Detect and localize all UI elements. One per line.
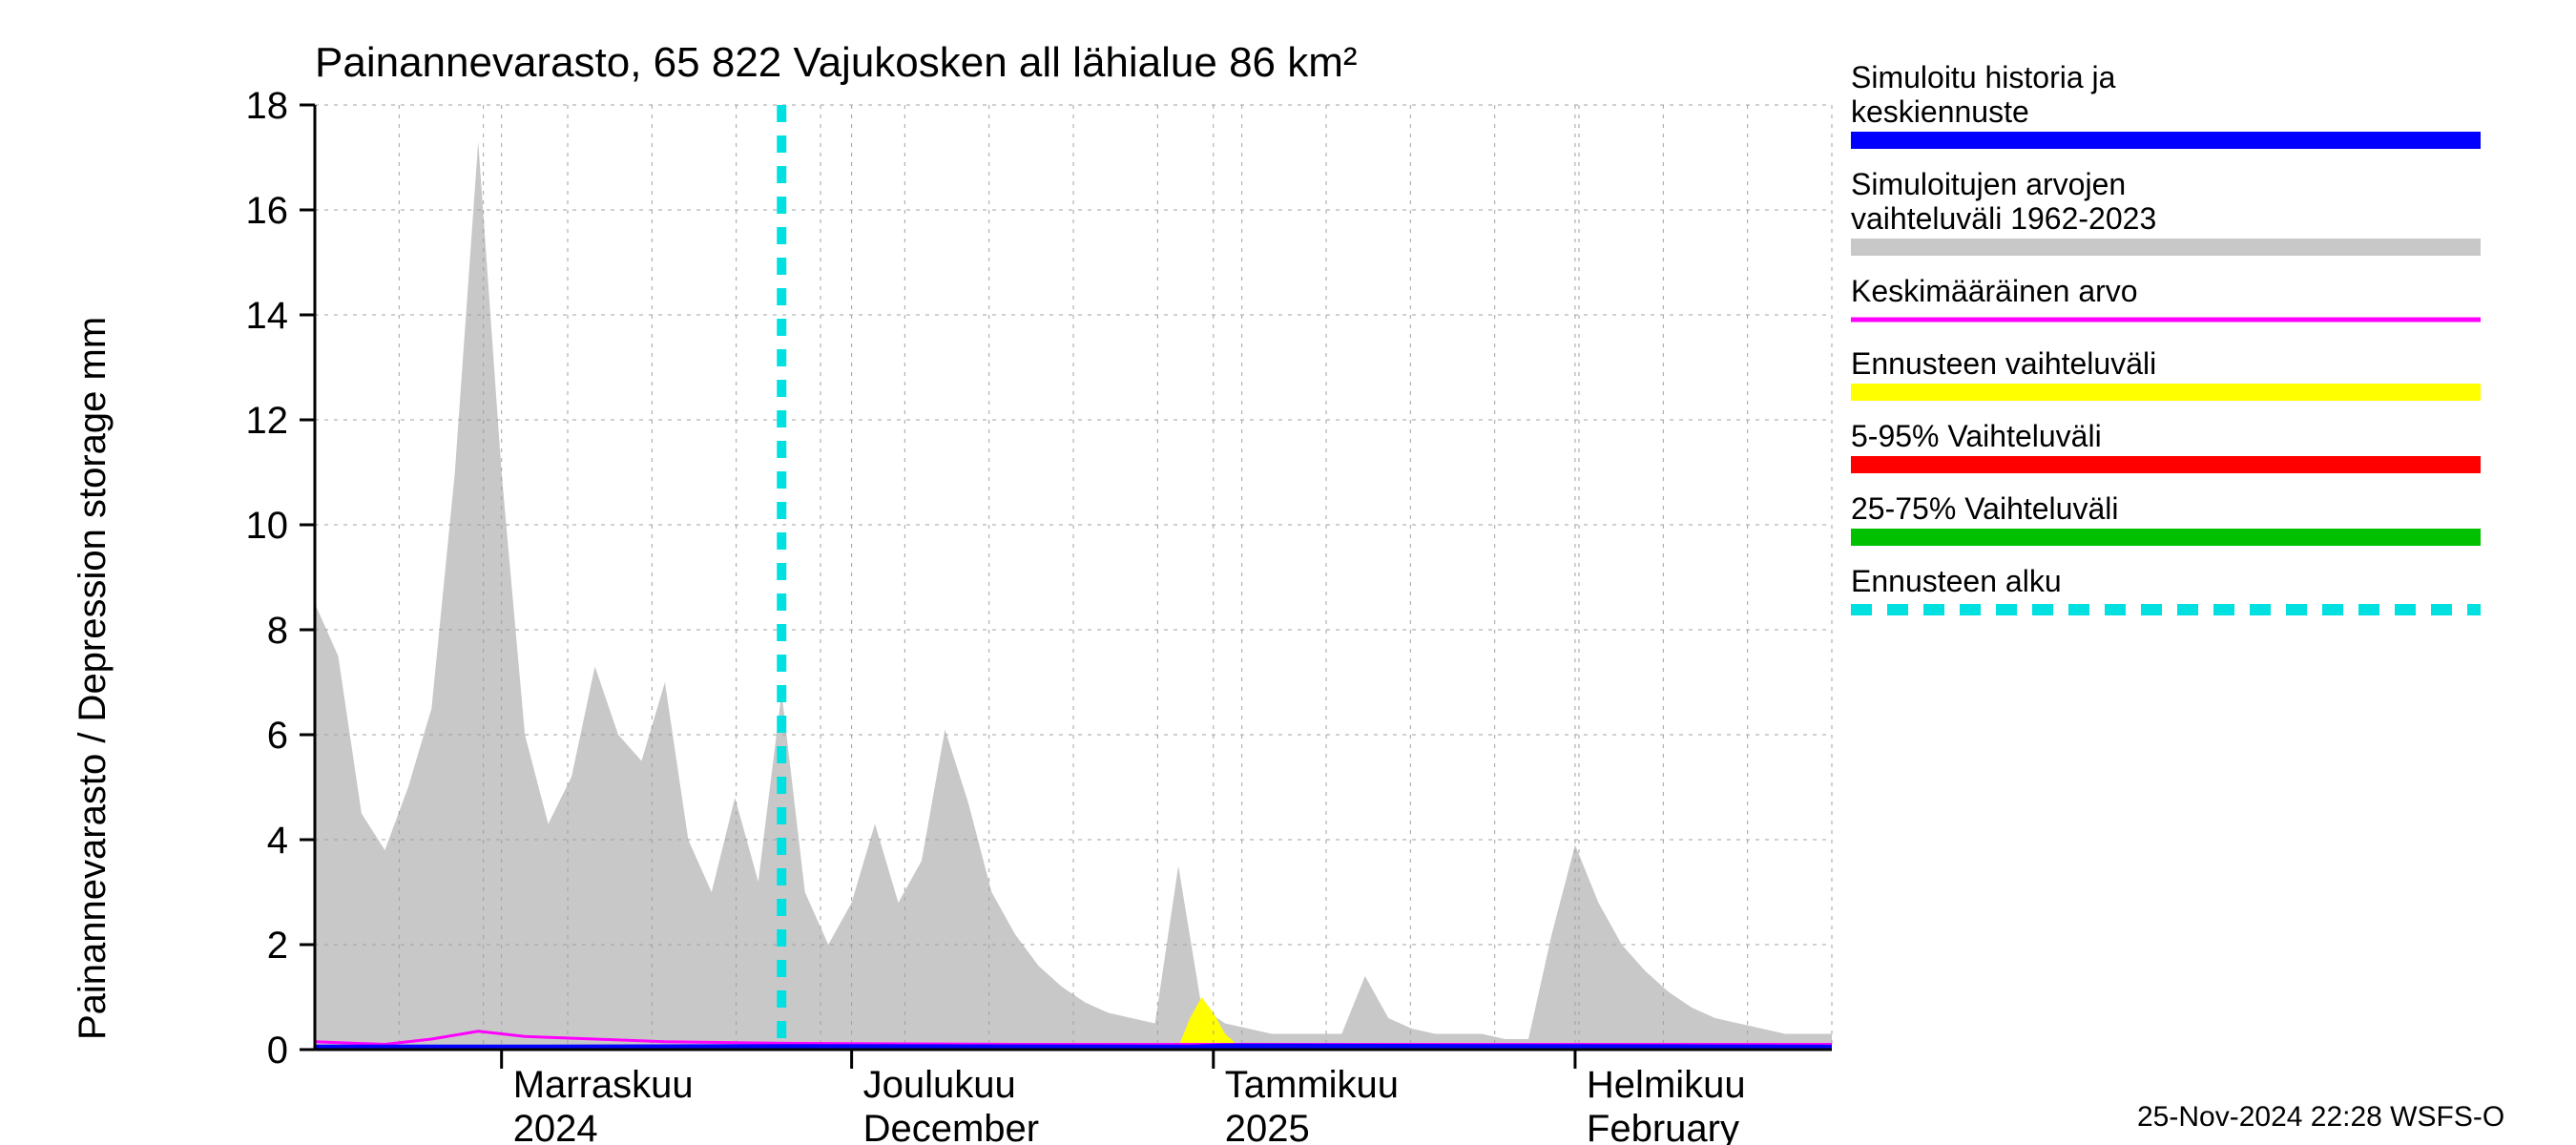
svg-text:12: 12 — [246, 400, 289, 442]
svg-text:8: 8 — [267, 610, 288, 652]
chart-container: 0 2 4 6 8 10 12 14 16 18 Marraskuu2024 JoulukuuDece… — [0, 0, 2576, 1145]
legend-label: vaihteluväli 1962-2023 — [1851, 201, 2156, 236]
legend-label: 25-75% Vaihteluväli — [1851, 491, 2118, 526]
svg-text:February: February — [1587, 1108, 1739, 1145]
legend-label: Keskimääräinen arvo — [1851, 274, 2138, 308]
y-axis-label: Painannevarasto / Depression storage mm — [72, 317, 114, 1040]
legend-label: Ennusteen vaihteluväli — [1851, 346, 2156, 381]
svg-text:18: 18 — [246, 85, 289, 127]
legend-label: 5-95% Vaihteluväli — [1851, 419, 2102, 453]
svg-text:0: 0 — [267, 1030, 288, 1072]
svg-text:14: 14 — [246, 295, 289, 337]
legend-swatch — [1851, 132, 2481, 149]
svg-text:4: 4 — [267, 820, 288, 862]
svg-text:16: 16 — [246, 190, 289, 232]
svg-text:2025: 2025 — [1225, 1108, 1310, 1145]
footer-timestamp: 25-Nov-2024 22:28 WSFS-O — [2137, 1101, 2504, 1133]
legend-swatch — [1851, 456, 2481, 473]
chart-title: Painannevarasto, 65 822 Vajukosken all l… — [315, 39, 1358, 86]
legend-swatch — [1851, 384, 2481, 401]
svg-text:Marraskuu: Marraskuu — [513, 1064, 694, 1106]
svg-text:Joulukuu: Joulukuu — [863, 1064, 1016, 1106]
legend-label: keskiennuste — [1851, 94, 2029, 129]
svg-text:2024: 2024 — [513, 1108, 598, 1145]
legend-label: Simuloitu historia ja — [1851, 60, 2116, 94]
legend: Simuloitu historia jakeskiennuste Simuloi… — [1851, 60, 2481, 610]
svg-text:10: 10 — [246, 505, 289, 547]
svg-text:2: 2 — [267, 925, 288, 967]
svg-text:6: 6 — [267, 715, 288, 757]
legend-swatch — [1851, 529, 2481, 546]
svg-text:December: December — [863, 1108, 1040, 1145]
legend-swatch — [1851, 239, 2481, 256]
simulated-line — [315, 1046, 1832, 1047]
legend-label: Ennusteen alku — [1851, 564, 2062, 598]
svg-text:Helmikuu: Helmikuu — [1587, 1064, 1746, 1106]
svg-text:Tammikuu: Tammikuu — [1225, 1064, 1399, 1106]
legend-label: Simuloitujen arvojen — [1851, 167, 2126, 201]
chart-svg: 0 2 4 6 8 10 12 14 16 18 Marraskuu2024 JoulukuuDece… — [0, 0, 2576, 1145]
